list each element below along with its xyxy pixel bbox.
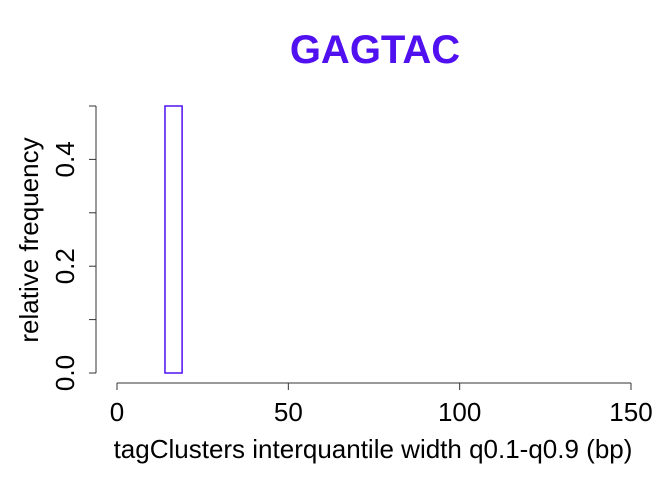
y-axis-label: relative frequency — [14, 137, 44, 342]
y-axis: 0.0 0.2 0.4 — [50, 105, 97, 391]
x-tick-label: 0 — [110, 397, 124, 427]
histogram-bar — [164, 105, 183, 374]
y-tick-label: 0.2 — [50, 248, 80, 284]
histogram-bars — [164, 105, 183, 374]
x-axis-label: tagClusters interquantile width q0.1-q0.… — [114, 434, 633, 464]
y-tick-label: 0.0 — [50, 355, 80, 391]
x-tick-label: 50 — [274, 397, 303, 427]
x-tick-label: 100 — [438, 397, 481, 427]
y-tick-label: 0.4 — [50, 141, 80, 177]
x-tick-label: 150 — [609, 397, 652, 427]
x-axis: 0 50 100 150 — [110, 382, 653, 427]
chart-title: GAGTAC — [290, 28, 460, 72]
